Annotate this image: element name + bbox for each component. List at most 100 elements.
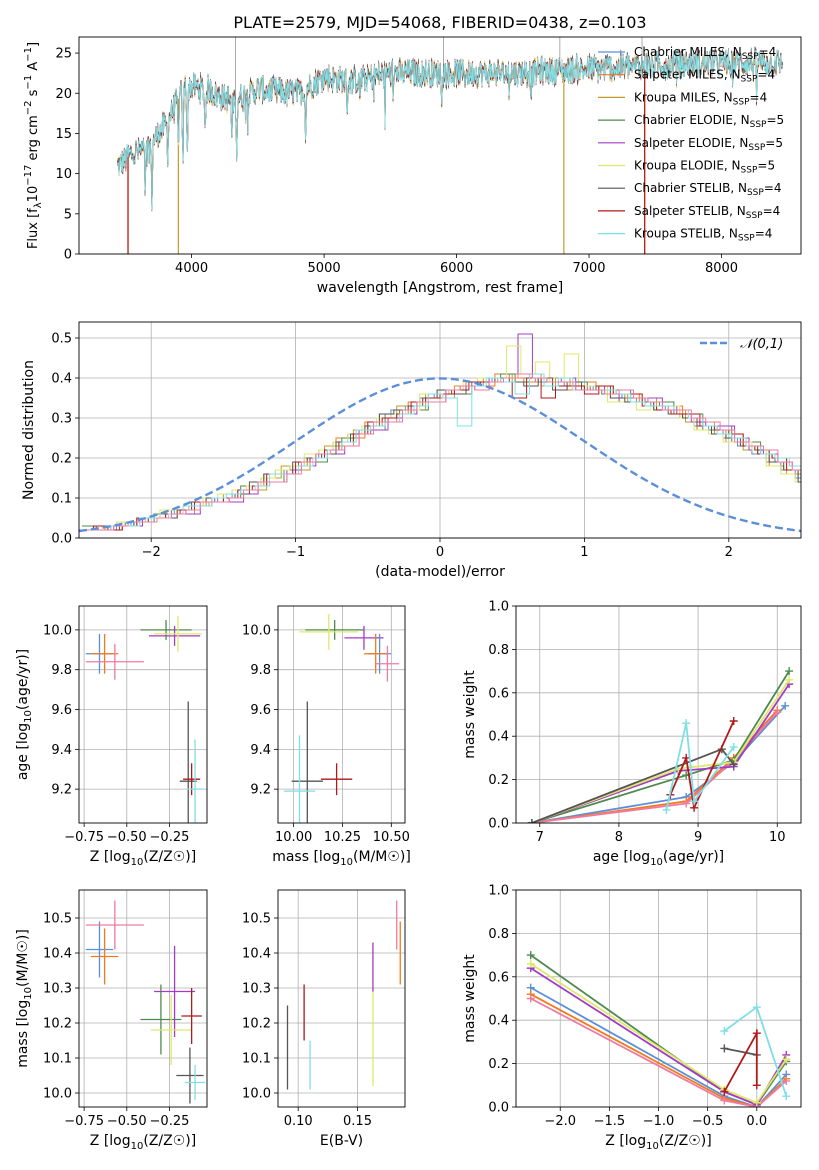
x-tick-label: −0.25: [150, 1114, 190, 1129]
weight-marker: [752, 1098, 761, 1107]
weight-marker: [662, 805, 671, 814]
mass-weight-vs-metallicity-panel: −2.0 −1.5 −1.0 −0.5 0.0 0.0 0.2 0.4 0.6 0.8 1.0 Z […: [462, 884, 802, 1152]
x-tick-label: −2: [142, 545, 161, 560]
x-tick-label: 0: [436, 545, 444, 560]
axes-frame: [78, 36, 802, 255]
weight-marker: [720, 1027, 729, 1036]
weight-marker: [752, 1081, 761, 1090]
y-tick-label: 10.1: [242, 1052, 271, 1067]
x-tick-label: −0.50: [107, 1114, 147, 1129]
x-tick-label: 0.0: [746, 1114, 767, 1129]
x-axis-label: mass [log10​(M/M☉)]: [272, 849, 411, 868]
error-bar-point: [283, 735, 316, 823]
x-tick-label: −1.5: [594, 1114, 626, 1129]
x-axis-label: Z [log10​(Z/Z☉)]: [90, 1133, 196, 1152]
legend-entry: Kroupa STELIB, NSSP=4: [634, 227, 772, 244]
axes-frame: [78, 321, 802, 539]
x-tick-label: −0.5: [692, 1114, 724, 1129]
y-tick-label: 0.0: [488, 817, 509, 832]
weight-marker: [526, 959, 535, 968]
y-tick-label: 0.1: [51, 492, 72, 507]
legend-entry: Chabrier ELODIE, NSSP=5: [634, 113, 784, 130]
spectrum-lines: [117, 37, 783, 254]
error-bar-point: [148, 625, 201, 646]
weight-marker: [526, 994, 535, 1003]
y-axis-label: mass weight: [462, 670, 478, 759]
y-tick-label: 0.0: [51, 532, 72, 547]
weight-marker: [782, 1055, 791, 1064]
weight-series: [527, 667, 794, 823]
error-bar-point: [291, 701, 323, 823]
y-tick-label: 10.1: [43, 1052, 72, 1067]
legend: 𝒩(0,1): [700, 337, 783, 352]
x-tick-label: −0.25: [150, 830, 190, 845]
x-tick-label: 4000: [175, 261, 208, 276]
y-tick-label: 10.4: [242, 947, 271, 962]
age-vs-mass-panel: 10.00 10.25 10.50 9.2 9.4 9.6 9.8 10.0 mass [log…: [242, 605, 411, 868]
y-tick-label: 0.4: [488, 1014, 509, 1029]
y-tick-label: 10.5: [43, 912, 72, 927]
weight-marker: [720, 1044, 729, 1053]
x-tick-label: 8000: [705, 261, 738, 276]
x-tick-label: −1: [286, 545, 305, 560]
y-tick-label: 0.2: [488, 1057, 509, 1072]
y-axis-label: age [log10​(age/yr)]: [15, 649, 34, 780]
weight-line: [530, 963, 788, 1104]
weight-marker: [782, 1076, 791, 1085]
y-axis-label: Normed distribution: [21, 360, 37, 500]
y-tick-label: 10.0: [43, 1087, 72, 1102]
weight-marker: [720, 1087, 729, 1096]
weight-line: [669, 720, 735, 811]
y-tick-label: 10.2: [43, 1017, 72, 1032]
x-axis-label: age [log10​(age/yr)]: [593, 849, 724, 868]
y-tick-label: 0.8: [488, 927, 509, 942]
spectrum-panel: 4000 5000 6000 7000 8000 0 5 10 15 20 25 PLATE=2579…: [23, 13, 802, 296]
error-bar-point: [176, 1047, 204, 1104]
error-bar-point: [154, 946, 196, 1037]
weight-marker: [729, 743, 738, 752]
y-tick-label: 9.6: [51, 703, 72, 718]
weight-marker: [782, 1092, 791, 1101]
y-tick-label: 5: [64, 207, 72, 222]
y-tick-label: 0.8: [488, 643, 509, 658]
error-bar-point: [140, 619, 192, 640]
weight-marker: [682, 719, 691, 728]
x-tick-label: 2: [725, 545, 733, 560]
error-bar-point: [344, 625, 384, 650]
y-tick-label: 0.2: [488, 773, 509, 788]
y-tick-label: 1.0: [488, 884, 509, 899]
error-bar-point: [186, 739, 204, 823]
y-tick-label: 9.2: [51, 783, 72, 798]
x-axis-label: (data-model)/error: [375, 564, 505, 580]
weight-marker: [720, 1096, 729, 1105]
x-axis-label: E(B-V): [320, 1133, 363, 1149]
x-tick-label: 8: [615, 830, 623, 845]
y-tick-label: 9.8: [51, 663, 72, 678]
histogram-series: [79, 333, 801, 533]
x-tick-label: 7: [536, 830, 544, 845]
gaussian-curve: [79, 377, 801, 533]
weight-marker: [729, 760, 738, 769]
y-tick-label: 9.8: [250, 663, 271, 678]
error-bar-point: [320, 763, 353, 796]
legend-entry: Kroupa MILES, NSSP=4: [634, 90, 767, 107]
error-bar-points: [85, 900, 206, 1104]
mass-weight-vs-age-panel: 7 8 9 10 0.0 0.2 0.4 0.6 0.8 1.0 age [log10​(age/y…: [462, 600, 802, 868]
y-tick-label: 9.2: [250, 783, 271, 798]
weight-line: [724, 1047, 757, 1056]
x-tick-label: 0.15: [343, 1114, 372, 1129]
y-tick-label: 9.6: [250, 703, 271, 718]
weight-marker: [752, 1029, 761, 1038]
legend-entry: Chabrier STELIB, NSSP=4: [634, 181, 782, 198]
x-tick-label: 7000: [572, 261, 605, 276]
error-bar-points: [85, 615, 204, 823]
y-tick-label: 10.3: [43, 982, 72, 997]
legend: Chabrier MILES, NSSP=4 Salpeter MILES, NS…: [598, 45, 784, 244]
y-tick-label: 1.0: [488, 600, 509, 615]
y-tick-label: 10.0: [43, 623, 72, 638]
error-bar-point: [85, 643, 144, 680]
y-tick-label: 0.2: [51, 452, 72, 467]
axes-frame: [515, 889, 802, 1108]
chart-title: PLATE=2579, MJD=54068, FIBERID=0438, z=0…: [233, 13, 646, 32]
